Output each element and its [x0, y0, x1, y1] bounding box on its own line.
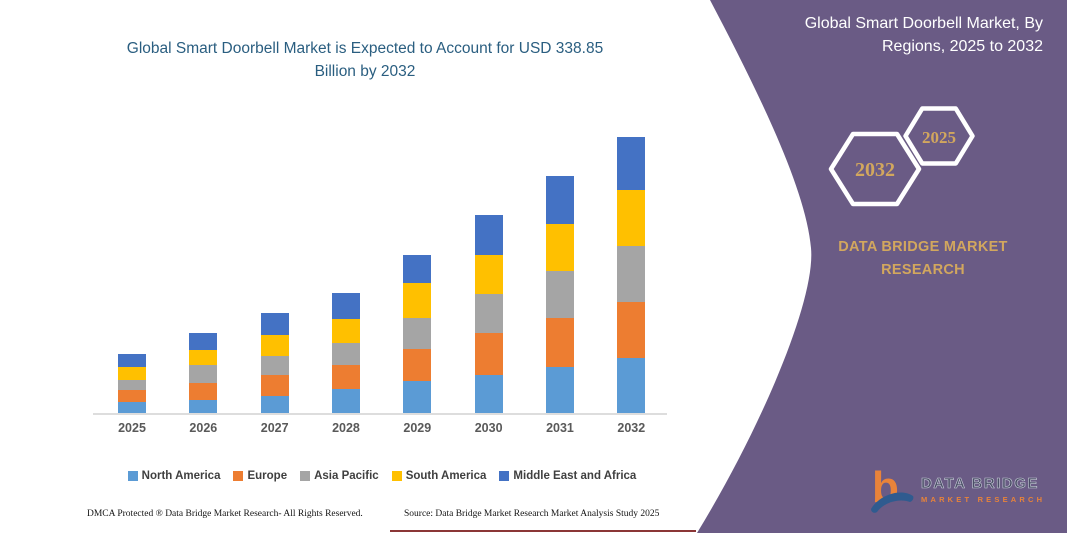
legend-item: Asia Pacific	[300, 470, 379, 482]
x-axis-label: 2032	[617, 421, 646, 435]
bar-segment	[545, 270, 574, 318]
bar-segment	[617, 357, 646, 413]
bar-segment	[474, 375, 503, 413]
bar-segment	[331, 364, 360, 389]
logo-subtitle: MARKET RESEARCH	[921, 494, 1046, 504]
x-axis-line	[93, 413, 667, 415]
bar-segment	[474, 293, 503, 333]
bar-segment	[189, 332, 218, 350]
bar-segment	[403, 381, 432, 413]
bar-segment	[260, 356, 289, 376]
bar-segment	[260, 396, 289, 413]
bar-segment	[403, 349, 432, 382]
legend-item: North America	[127, 470, 221, 482]
stacked-bar-2030	[474, 214, 503, 413]
dmca-text: DMCA Protected ® Data Bridge Market Rese…	[87, 509, 363, 519]
hexagon-2025-label: 2025	[922, 128, 956, 147]
bar-segment	[260, 313, 289, 335]
bar-segment	[617, 189, 646, 246]
legend-label: North America	[141, 470, 221, 482]
stacked-bar-2025	[118, 354, 146, 413]
legend-item: Middle East and Africa	[499, 470, 636, 482]
sidebar-heading-line2: Regions, 2025 to 2032	[881, 38, 1043, 56]
bar-segment	[403, 255, 432, 283]
bar-segment	[474, 332, 503, 376]
bar-segment	[118, 367, 146, 381]
x-axis-label: 2027	[260, 421, 289, 435]
stacked-bar-2026	[189, 332, 218, 413]
bar-segment	[118, 402, 146, 413]
bar-segment	[617, 137, 646, 190]
legend-swatch	[391, 471, 402, 481]
bar-segment	[260, 375, 289, 397]
hexagon-2032-shape	[828, 131, 922, 207]
bar-segment	[118, 380, 146, 390]
legend-swatch	[300, 471, 311, 481]
x-axis-label: 2029	[403, 421, 432, 435]
bar-segment	[189, 365, 218, 383]
hexagon-2032-label: 2032	[855, 159, 895, 181]
chart-legend: North America Europe Asia Pacific South Ame…	[88, 470, 676, 482]
legend-label: South America	[405, 470, 487, 482]
bar-segment	[331, 342, 360, 365]
year-hexagons: 2025 2032	[828, 106, 975, 207]
brand-text: DATA BRIDGE MARKET RESEARCH	[838, 239, 1008, 279]
bar-segment	[617, 301, 646, 358]
bar-segment	[331, 318, 360, 343]
logo-swoosh	[871, 492, 914, 513]
sidebar-heading-line1: Global Smart Doorbell Market, By	[804, 15, 1043, 32]
bar-segment	[617, 245, 646, 302]
x-axis-label: 2031	[546, 421, 574, 435]
x-axis-label: 2025	[118, 421, 146, 435]
bar-segment	[545, 317, 574, 367]
logo-title: DATA BRIDGE	[921, 474, 1039, 492]
legend-swatch	[499, 471, 510, 481]
legend-swatch	[127, 471, 138, 481]
legend-swatch	[233, 471, 244, 481]
hexagon-2025: 2025	[903, 106, 975, 166]
x-axis-label: 2028	[332, 421, 360, 435]
hexagon-2025-shape	[903, 106, 975, 166]
bar-segment	[118, 389, 146, 403]
bar-segment	[118, 354, 146, 368]
bar-segment	[260, 334, 289, 357]
legend-label: Europe	[247, 470, 288, 482]
dbmr-logo: b DATA BRIDGE MARKET RESEARCH	[870, 462, 1045, 516]
bar-segment	[189, 349, 218, 366]
stacked-bar-2029	[403, 255, 432, 413]
bar-segment	[331, 388, 360, 413]
legend-item: South America	[391, 470, 487, 482]
x-axis-label: 2026	[189, 421, 218, 435]
chart-title: Global Smart Doorbell Market is Expected…	[126, 40, 604, 81]
bar-segment	[331, 293, 360, 319]
stacked-bar-2032	[617, 137, 646, 413]
x-axis-label: 2030	[474, 421, 503, 435]
logo-wordmark: DATA BRIDGE MARKET RESEARCH	[921, 474, 1046, 504]
dbmr-logo-icon: b	[871, 463, 914, 513]
bar-chart-plot-area	[95, 133, 668, 413]
bottom-divider-line	[390, 530, 696, 532]
stacked-bar-2028	[331, 293, 360, 413]
bar-segment	[189, 399, 218, 413]
bar-segment	[545, 175, 574, 225]
legend-label: Asia Pacific	[314, 470, 379, 482]
stacked-bar-2027	[260, 313, 289, 413]
legend-label: Middle East and Africa	[513, 470, 637, 482]
sidebar-panel	[697, 0, 1067, 533]
bar-segment	[474, 254, 503, 294]
bar-segment	[474, 214, 503, 255]
bar-segment	[403, 317, 432, 350]
bar-segment	[545, 224, 574, 271]
hexagon-2032: 2032	[828, 131, 922, 207]
bar-segment	[545, 366, 574, 413]
legend-item: Europe	[233, 470, 287, 482]
bar-segment	[403, 282, 432, 318]
bar-segment	[189, 382, 218, 400]
stacked-bar-2031	[545, 175, 574, 413]
sidebar-heading: Global Smart Doorbell Market, By Regions…	[713, 12, 1043, 58]
source-text: Source: Data Bridge Market Research Mark…	[404, 509, 660, 519]
